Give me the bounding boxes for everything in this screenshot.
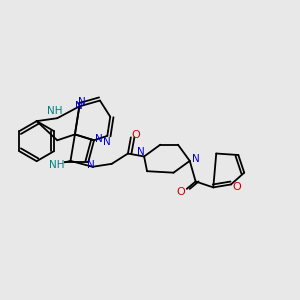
Text: NH: NH xyxy=(50,160,65,170)
Text: N: N xyxy=(137,147,145,157)
Text: NH: NH xyxy=(46,106,62,116)
Text: N: N xyxy=(103,137,111,147)
Text: O: O xyxy=(232,182,241,192)
Text: O: O xyxy=(176,187,185,197)
Text: N: N xyxy=(76,101,83,111)
Text: N: N xyxy=(78,97,86,107)
Text: N: N xyxy=(94,134,102,144)
Text: O: O xyxy=(132,130,140,140)
Text: N: N xyxy=(192,154,200,164)
Text: N: N xyxy=(87,160,95,170)
